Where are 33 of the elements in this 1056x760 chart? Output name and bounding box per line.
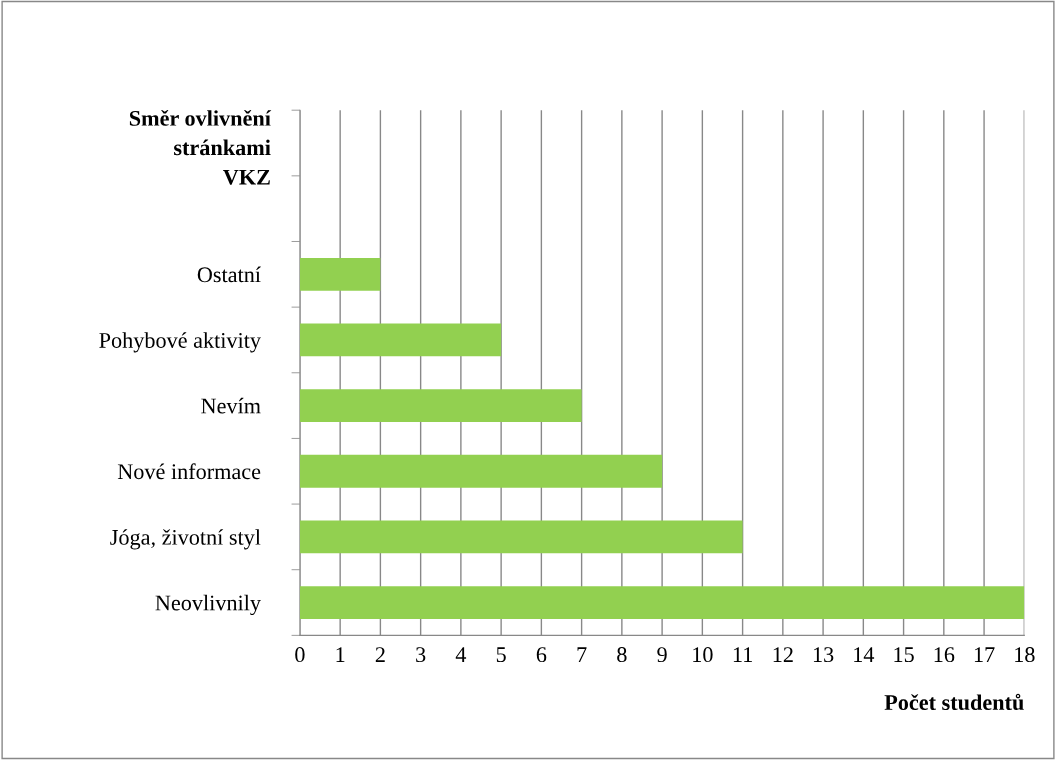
bar	[299, 586, 1025, 619]
x-tick-label: 14	[854, 647, 875, 662]
y-tick-label: Ostatní	[197, 266, 261, 283]
y-axis-title: Směr ovlivnění stránkami VKZ	[129, 109, 272, 185]
x-tick-label: 4	[455, 647, 467, 662]
x-tick-label: 13	[813, 647, 834, 663]
y-tick-label: Pohybové aktivity	[99, 332, 261, 353]
x-tick-label: 1	[336, 647, 345, 662]
bar	[299, 520, 743, 554]
y-tick-label: Neovlivnily	[155, 594, 261, 616]
x-tick-label: 12	[773, 647, 793, 662]
x-tick-label: 18	[1015, 647, 1035, 663]
x-tick-label: 0	[295, 647, 305, 663]
bar	[299, 454, 663, 488]
x-tick-label: 8	[617, 647, 627, 663]
y-tick-label: Jóga, životní styl	[110, 529, 261, 550]
x-tick-label: 16	[934, 647, 955, 663]
x-tick-label: 15	[894, 647, 914, 663]
bar	[299, 257, 381, 291]
bar	[299, 323, 502, 357]
x-tick-label: 11	[733, 647, 752, 662]
x-tick-label: 10	[693, 647, 713, 663]
x-tick-label: 2	[375, 647, 385, 662]
x-axis-title: Počet studentů	[884, 693, 1024, 711]
x-tick-label: 3	[416, 647, 426, 663]
bar	[299, 389, 582, 423]
x-tick-label: 9	[657, 647, 667, 663]
x-tick-label: 6	[536, 647, 547, 663]
x-tick-label: 5	[496, 647, 506, 663]
y-tick-label: Nevím	[201, 397, 261, 414]
y-tick-label: Nové informace	[117, 463, 261, 480]
x-tick-label: 17	[974, 647, 995, 662]
x-tick-label: 7	[577, 647, 587, 662]
